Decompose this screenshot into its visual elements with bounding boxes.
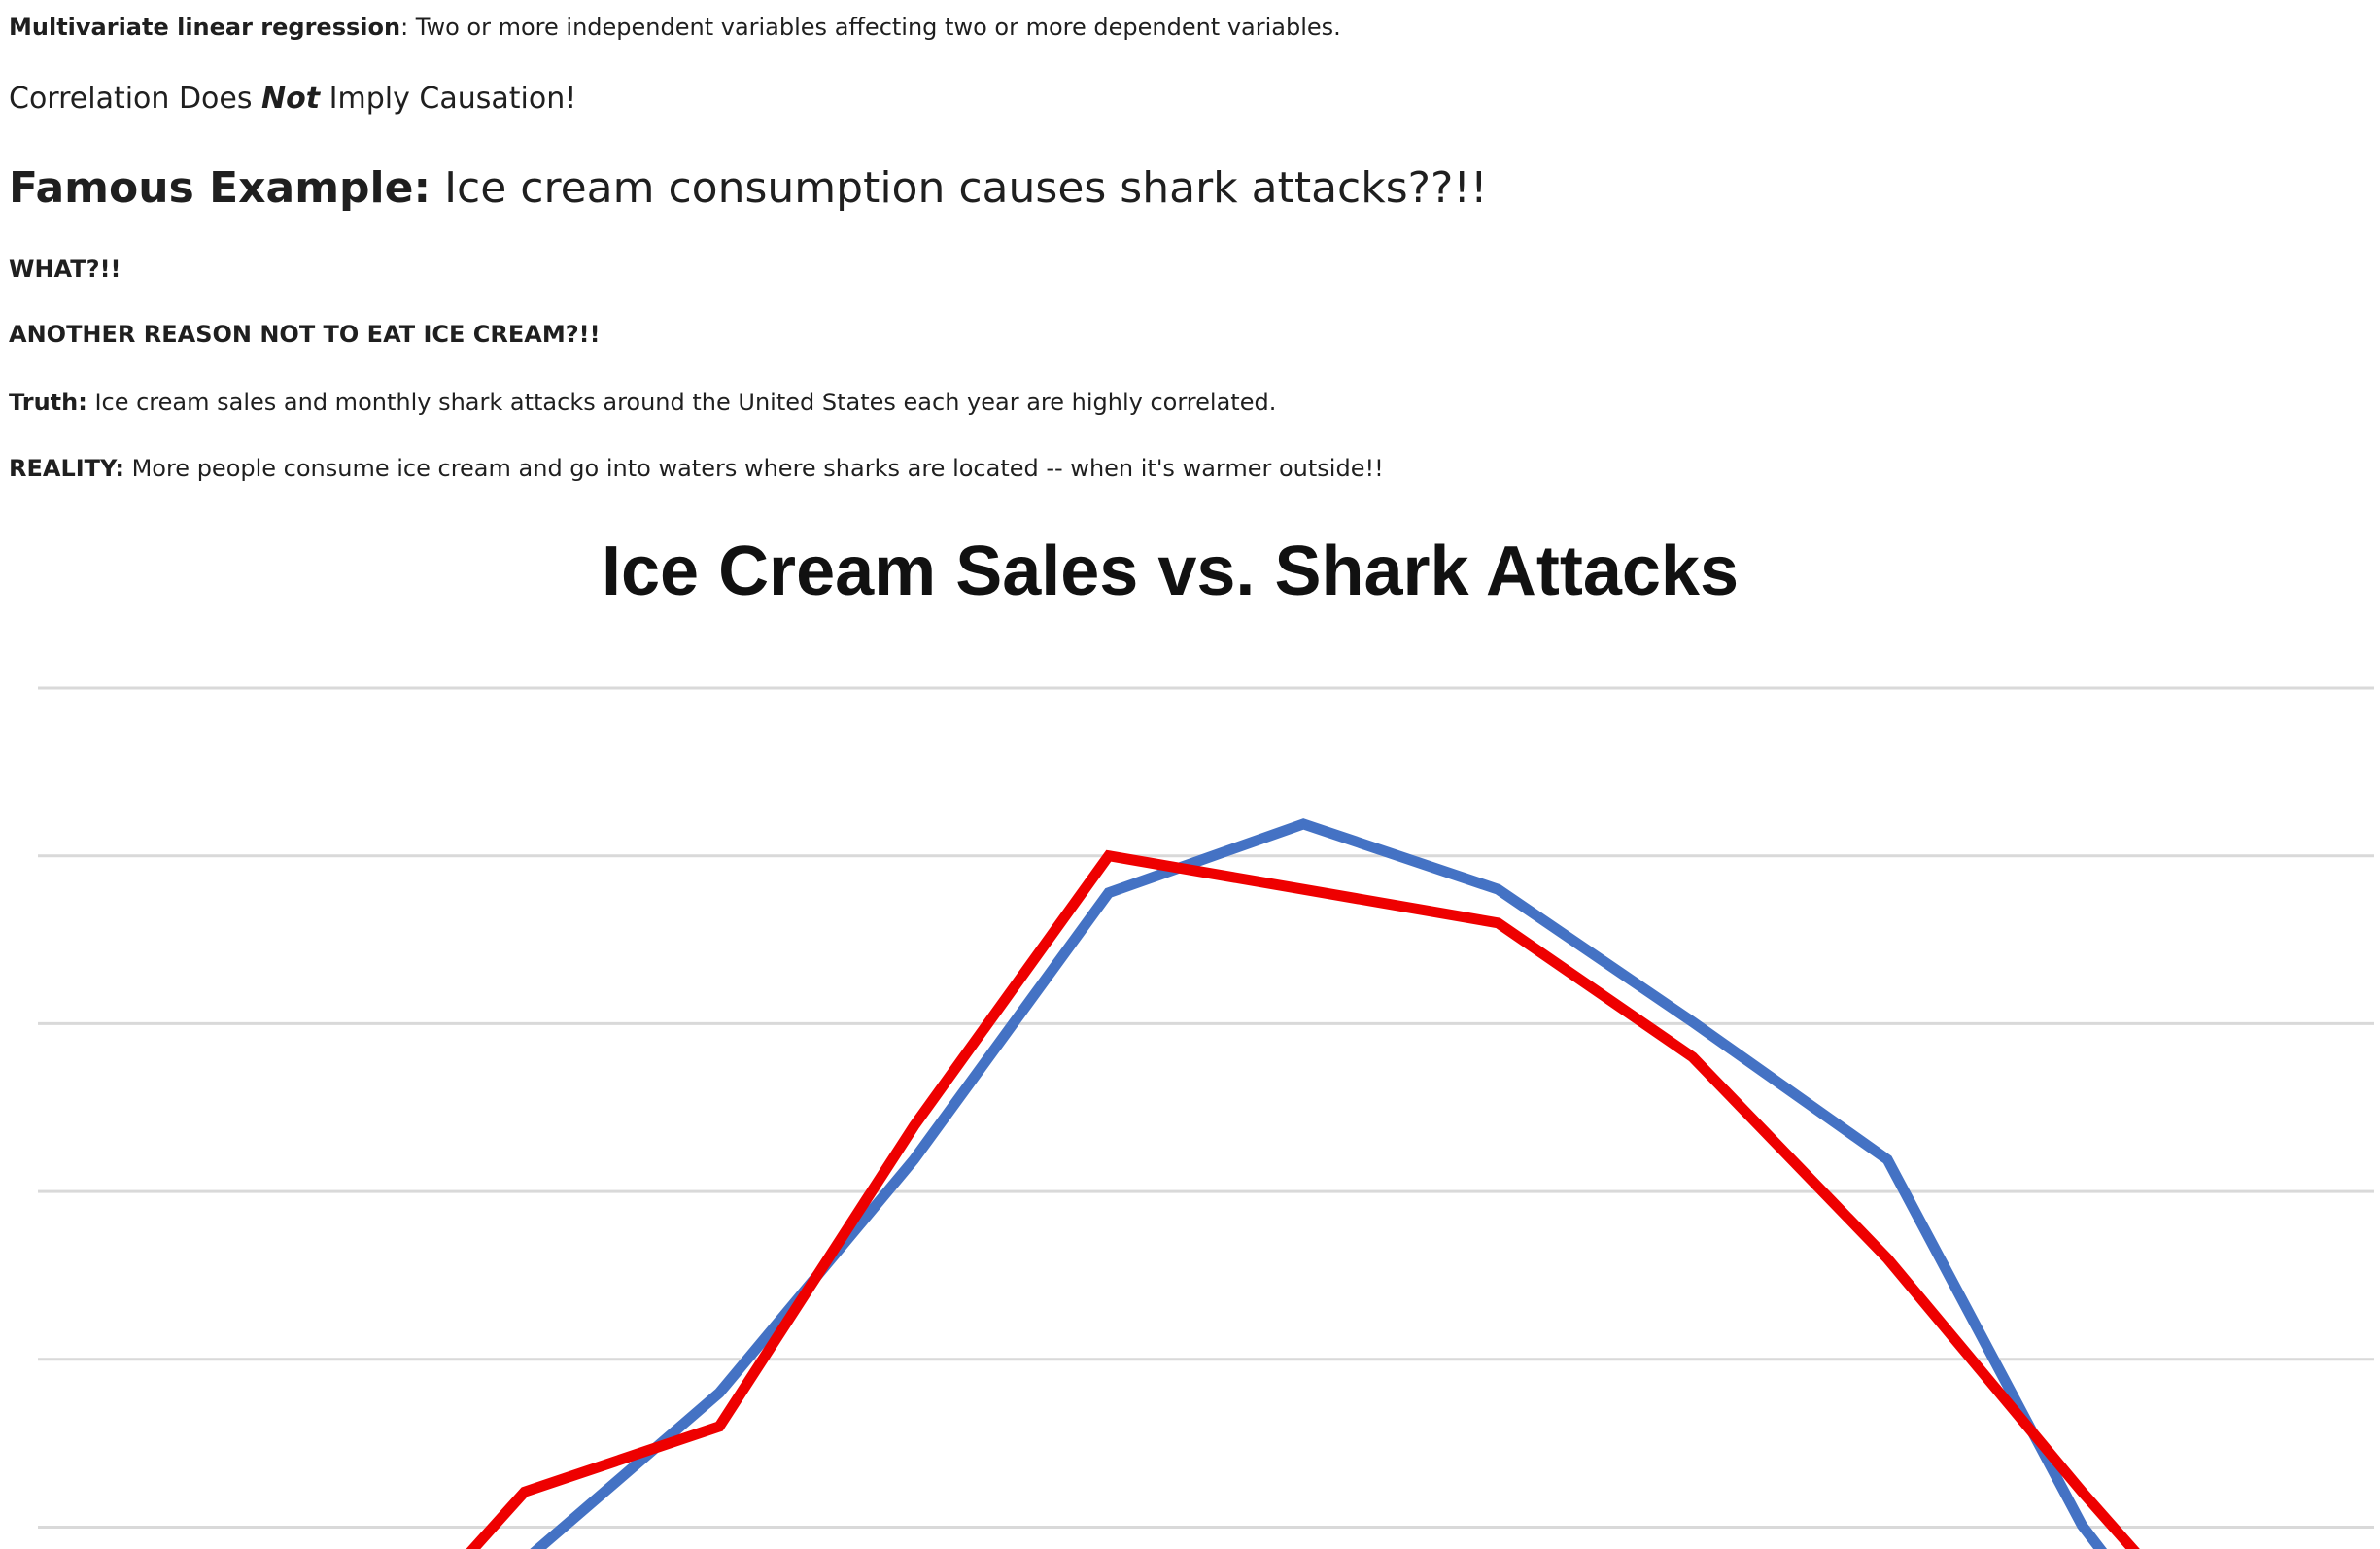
reality-label: REALITY: bbox=[9, 455, 124, 482]
reality: REALITY: More people consume ice cream a… bbox=[9, 455, 1384, 482]
warning-after: Imply Causation! bbox=[320, 82, 577, 116]
exclamation: WHAT?!! bbox=[9, 256, 121, 283]
chart: Ice Cream Sales vs. Shark Attacks bbox=[38, 533, 2374, 1549]
warning-before: Correlation Does bbox=[9, 82, 262, 116]
truth-text: Ice cream sales and monthly shark attack… bbox=[86, 389, 1277, 416]
exclamation: ANOTHER REASON NOT TO EAT ICE CREAM?!! bbox=[9, 321, 601, 348]
term: Multivariate linear regression bbox=[9, 14, 401, 41]
definition-text: : Two or more independent variables affe… bbox=[400, 14, 1341, 41]
definition: Multivariate linear regression: Two or m… bbox=[9, 14, 1341, 41]
warning: Correlation Does Not Imply Causation! bbox=[9, 82, 576, 116]
example-text: Ice cream consumption causes shark attac… bbox=[431, 163, 1488, 213]
example-label: Famous Example: bbox=[9, 163, 431, 213]
chart-title: Ice Cream Sales vs. Shark Attacks bbox=[602, 533, 1739, 610]
reality-text: More people consume ice cream and go int… bbox=[123, 455, 1384, 482]
warning-emphasis: Not bbox=[261, 82, 321, 116]
truth-label: Truth: bbox=[9, 389, 87, 416]
series-line bbox=[466, 849, 2140, 1549]
series-line bbox=[530, 818, 2108, 1549]
example: Famous Example: Ice cream consumption ca… bbox=[9, 163, 1488, 213]
truth: Truth: Ice cream sales and monthly shark… bbox=[9, 389, 1276, 416]
